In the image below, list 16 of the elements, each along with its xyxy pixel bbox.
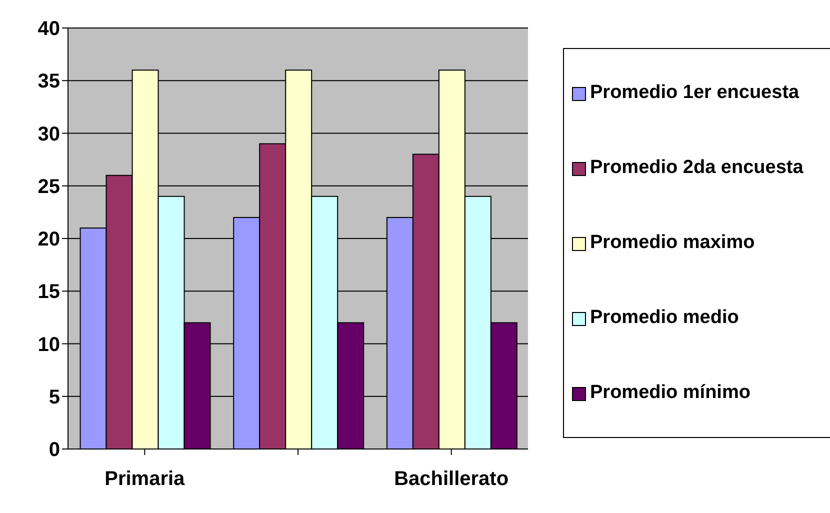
y-tick-label: 20 (38, 228, 60, 251)
y-tick-label: 15 (38, 281, 60, 304)
y-tick-label: 30 (38, 123, 60, 146)
x-tick-label: Primaria (104, 468, 186, 490)
legend-label: Promedio 2da encuesta (590, 156, 804, 179)
y-tick-label: 40 (38, 18, 60, 40)
y-tick-label: 25 (38, 176, 60, 198)
y-tick-label: 10 (38, 334, 60, 356)
legend-label: Promedio medio (590, 307, 740, 330)
legend-label: Promedio maximo (590, 232, 756, 254)
y-tick-label: 5 (48, 386, 60, 408)
x-tick-label: Bachillerato (394, 468, 509, 490)
legend-label: Promedio mínimo (590, 382, 752, 404)
legend-label: Promedio 1er encuesta (590, 82, 800, 104)
y-tick-label: 35 (38, 70, 60, 93)
y-tick-label: 0 (48, 439, 60, 462)
